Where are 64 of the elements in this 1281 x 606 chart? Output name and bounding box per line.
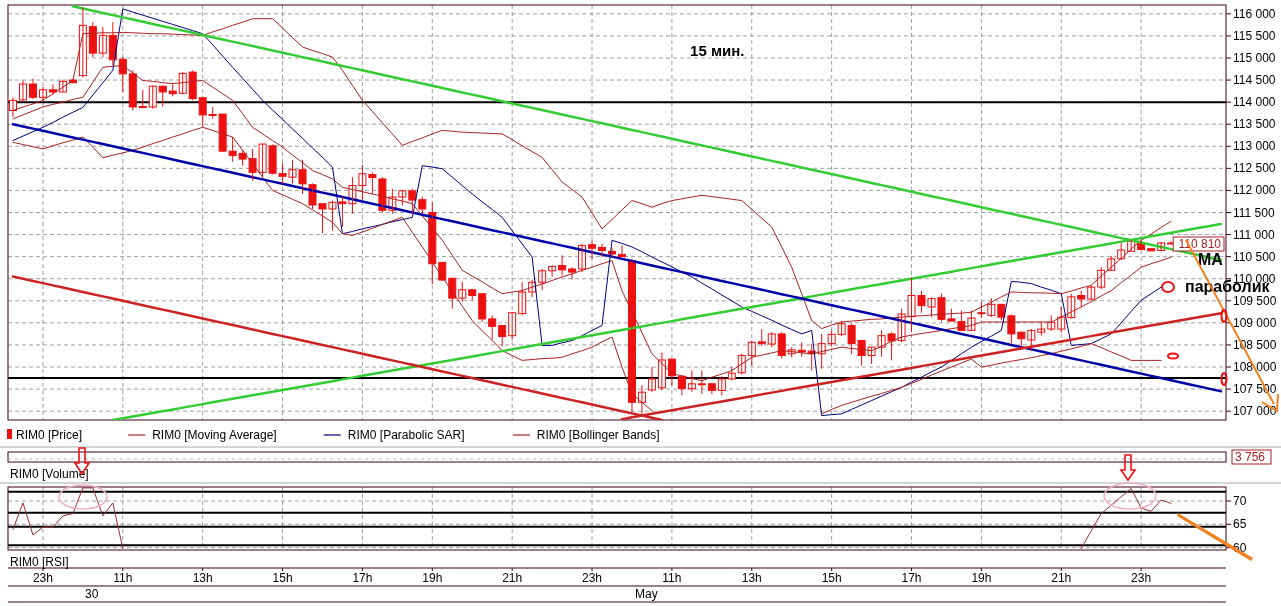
candlestick bbox=[727, 366, 736, 381]
x-tick-label: 17h bbox=[352, 571, 373, 585]
legend-label: RIM0 [Moving Average] bbox=[152, 428, 277, 442]
legend-label: RIM0 [Bollinger Bands] bbox=[536, 428, 660, 442]
candlestick bbox=[1077, 290, 1086, 308]
candlestick bbox=[158, 84, 167, 108]
legend-label: RIM0 [Price] bbox=[16, 428, 83, 442]
x-tick-label: 23h bbox=[32, 571, 53, 585]
candlestick bbox=[168, 83, 177, 97]
y-tick-label: 109 000 bbox=[1233, 315, 1277, 330]
candlestick bbox=[98, 26, 107, 58]
candlestick bbox=[1147, 248, 1156, 252]
candlestick bbox=[1027, 328, 1036, 352]
y-tick-label: 111 000 bbox=[1233, 227, 1275, 242]
candlestick bbox=[138, 89, 147, 109]
y-tick-label: 107 000 bbox=[1233, 404, 1277, 419]
y-tick-label: 112 000 bbox=[1233, 183, 1276, 198]
y-tick-label: 116 000 bbox=[1233, 6, 1276, 21]
y-tick-label: 70 bbox=[1233, 494, 1247, 508]
x-tick-label: 15h bbox=[821, 571, 842, 585]
y-tick-label: 114 000 bbox=[1233, 95, 1276, 110]
candlestick bbox=[1037, 321, 1046, 337]
y-tick-label: 109 500 bbox=[1233, 293, 1277, 308]
x-tick-label: 15h bbox=[272, 571, 293, 585]
text: 3 756 bbox=[1235, 450, 1266, 464]
y-tick-label: 113 000 bbox=[1233, 139, 1276, 154]
x-tick-label: 19h bbox=[971, 571, 992, 585]
candlestick bbox=[198, 96, 207, 127]
text: 30 bbox=[85, 587, 99, 601]
text: 15 мин. bbox=[690, 42, 745, 59]
x-tick-label: 23h bbox=[582, 571, 603, 585]
candlestick bbox=[717, 375, 726, 396]
x-tick-label: 17h bbox=[901, 571, 922, 585]
candlestick bbox=[418, 196, 427, 215]
legend-label: RIM0 [Parabolic SAR] bbox=[347, 428, 465, 442]
y-tick-label: 110 500 bbox=[1233, 249, 1276, 264]
y-tick-label: 113 500 bbox=[1233, 117, 1276, 132]
text: RIM0 [Volume] bbox=[10, 467, 89, 481]
candlestick bbox=[458, 281, 467, 303]
y-tick-label: 111 500 bbox=[1233, 205, 1275, 220]
text: RIM0 [RSI] bbox=[10, 555, 69, 569]
candlestick bbox=[438, 261, 447, 281]
y-tick-label: 114 500 bbox=[1233, 73, 1276, 88]
x-tick-label: 13h bbox=[192, 571, 213, 585]
text: May bbox=[635, 587, 658, 601]
x-tick-label: 11h bbox=[662, 571, 682, 585]
candlestick bbox=[478, 292, 487, 323]
y-tick-label: 108 000 bbox=[1233, 360, 1277, 375]
x-tick-label: 19h bbox=[422, 571, 443, 585]
x-tick-label: 13h bbox=[741, 571, 762, 585]
candlestick bbox=[1087, 284, 1096, 302]
x-tick-label: 21h bbox=[1051, 571, 1072, 585]
x-tick-label: 11h bbox=[113, 571, 133, 585]
y-tick-label: 65 bbox=[1233, 517, 1247, 532]
candlestick bbox=[757, 328, 766, 347]
y-tick-label: 115 500 bbox=[1233, 28, 1276, 43]
x-tick-label: 21h bbox=[502, 571, 523, 585]
y-tick-label: 115 000 bbox=[1233, 50, 1276, 65]
candlestick bbox=[707, 382, 716, 395]
x-tick-label: 23h bbox=[1131, 571, 1152, 585]
y-tick-label: 112 500 bbox=[1233, 161, 1276, 176]
candlestick bbox=[767, 331, 776, 348]
candlestick bbox=[468, 288, 477, 301]
candlestick bbox=[488, 314, 497, 341]
